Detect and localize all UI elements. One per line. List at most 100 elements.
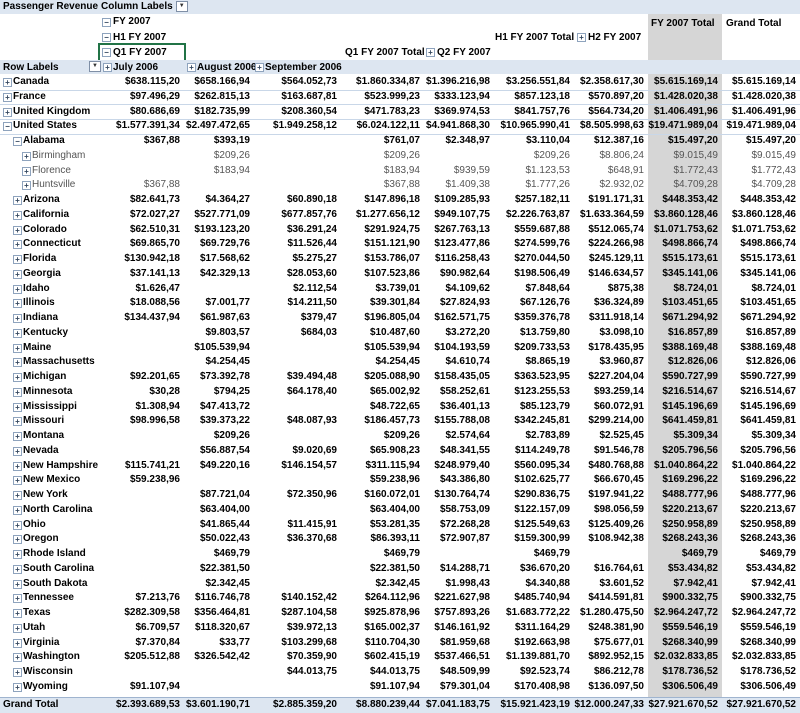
value-cell: $30,28 <box>149 385 180 397</box>
expand-row-icon[interactable]: + <box>13 535 22 545</box>
expand-row-icon[interactable]: + <box>13 594 22 604</box>
value-cell: $388.169,48 <box>740 341 796 353</box>
collapse-h1-icon[interactable]: − <box>102 33 111 42</box>
value-cell: $267.763,13 <box>434 223 490 235</box>
value-cell: $15.497,20 <box>745 135 796 146</box>
expand-row-icon[interactable]: + <box>13 373 22 382</box>
collapse-row-icon[interactable]: − <box>3 122 12 132</box>
value-cell: $363.523,95 <box>514 371 570 382</box>
expand-row-icon[interactable]: + <box>13 432 22 441</box>
table-row: + Wyoming $91.107,94 $91.107,94 $79.301,04 $1… <box>0 680 800 695</box>
expand-jul-icon[interactable]: + <box>103 63 112 72</box>
expand-row-icon[interactable]: + <box>13 240 22 250</box>
expand-row-icon[interactable]: + <box>13 579 22 589</box>
value-cell: $227.204,04 <box>588 371 644 382</box>
expand-row-icon[interactable]: + <box>13 284 22 294</box>
value-cell: $515.173,61 <box>740 253 796 264</box>
expand-row-icon[interactable]: + <box>22 151 31 161</box>
value-cell: $1.428.020,38 <box>654 90 718 102</box>
expand-sep-icon[interactable]: + <box>255 63 264 72</box>
expand-row-icon[interactable]: + <box>13 550 22 559</box>
value-cell: $60.072,91 <box>593 400 644 412</box>
expand-row-icon[interactable]: + <box>13 328 22 338</box>
expand-row-icon[interactable]: + <box>13 210 22 220</box>
expand-row-icon[interactable]: + <box>13 255 22 264</box>
table-row: + New Hampshire $115.741,21 $49.220,16 $146.… <box>0 459 800 474</box>
value-cell: $36.401,13 <box>439 400 490 412</box>
collapse-row-icon[interactable]: − <box>13 137 22 146</box>
table-row: + Washington $205.512,88 $326.542,42 $70.359… <box>0 650 800 665</box>
h1-total-header: H1 FY 2007 Total <box>495 32 575 43</box>
expand-row-icon[interactable]: + <box>13 682 22 692</box>
grand-total-header: Grand Total <box>726 18 782 29</box>
row-labels[interactable]: Row Labels <box>3 60 59 75</box>
expand-aug-icon[interactable]: + <box>187 63 196 72</box>
expand-row-icon[interactable]: + <box>13 269 22 279</box>
expand-row-icon[interactable]: + <box>13 638 22 648</box>
value-cell: $379,47 <box>300 312 337 323</box>
grand-total-cell: $27.921.670,52 <box>648 699 718 710</box>
expand-row-icon[interactable]: + <box>13 417 22 427</box>
expand-row-icon[interactable]: + <box>13 387 22 397</box>
expand-row-icon[interactable]: + <box>13 505 22 515</box>
value-cell: $11.526,44 <box>287 238 338 250</box>
value-cell: $1.071.753,62 <box>732 223 796 235</box>
expand-row-icon[interactable]: + <box>13 446 22 456</box>
table-row: + New Mexico $59.238,96 $59.238,96 $43.386,8… <box>0 473 800 488</box>
expand-h2-icon[interactable]: + <box>577 33 586 42</box>
expand-row-icon[interactable]: + <box>13 520 22 530</box>
expand-row-icon[interactable]: + <box>22 166 31 176</box>
row-label: Washington <box>23 651 80 663</box>
grand-total-cell: $2.393.689,53 <box>116 699 180 710</box>
expand-row-icon[interactable]: + <box>22 181 31 191</box>
q2fy2007-label: Q2 FY 2007 <box>437 47 491 58</box>
table-row: + Maine $105.539,94 $105.539,94 $104.193,59 $… <box>0 341 800 356</box>
expand-row-icon[interactable]: + <box>13 653 22 663</box>
value-cell: $388.169,48 <box>662 341 718 353</box>
expand-row-icon[interactable]: + <box>13 564 22 574</box>
expand-q2-icon[interactable]: + <box>426 48 435 57</box>
row-label: Maine <box>23 341 52 353</box>
collapse-fy2007-icon[interactable]: − <box>102 18 111 27</box>
row-filter-dropdown-icon[interactable]: ▼ <box>89 61 101 72</box>
table-row: + Montana $209,26 $209,26 $2.574,64 $2.783,89… <box>0 429 800 444</box>
row-label: Nevada <box>23 444 59 456</box>
value-cell: $2.783,89 <box>525 430 571 441</box>
expand-row-icon[interactable]: + <box>13 196 22 205</box>
value-cell: $2.342,45 <box>375 577 421 589</box>
expand-row-icon[interactable]: + <box>13 225 22 235</box>
value-cell: $91.546,78 <box>593 444 644 456</box>
value-cell: $248.381,90 <box>588 621 644 633</box>
expand-row-icon[interactable]: + <box>13 623 22 633</box>
value-cell: $93.259,14 <box>593 385 644 397</box>
expand-row-icon[interactable]: + <box>3 92 12 102</box>
column-labels[interactable]: Column Labels ▼ <box>101 0 188 14</box>
expand-row-icon[interactable]: + <box>13 402 22 412</box>
expand-row-icon[interactable]: + <box>13 668 22 677</box>
header-row-4: − Q1 FY 2007 Q1 FY 2007 Total + Q2 FY 20… <box>0 44 800 60</box>
expand-row-icon[interactable]: + <box>13 343 22 353</box>
value-cell: $116.258,43 <box>434 253 490 264</box>
expand-row-icon[interactable]: + <box>13 358 22 368</box>
expand-row-icon[interactable]: + <box>13 299 22 309</box>
expand-row-icon[interactable]: + <box>13 461 22 471</box>
collapse-q1-icon[interactable]: − <box>102 48 111 57</box>
expand-row-icon[interactable]: + <box>13 314 22 323</box>
value-cell: $1.040.864,22 <box>732 459 796 471</box>
filter-dropdown-icon[interactable]: ▼ <box>175 0 188 12</box>
table-row: + Utah $6.709,57 $118.320,67 $39.972,13 $165.… <box>0 621 800 636</box>
row-label: Massachusetts <box>23 356 95 368</box>
expand-row-icon[interactable]: + <box>3 78 12 87</box>
value-cell: $28.053,60 <box>286 267 337 279</box>
expand-row-icon[interactable]: + <box>13 491 22 500</box>
expand-row-icon[interactable]: + <box>13 476 22 486</box>
value-cell: $151.121,90 <box>364 238 420 250</box>
table-row: + United Kingdom $80.686,69 $182.735,99 $208… <box>0 105 800 121</box>
value-cell: $92.523,74 <box>519 666 570 677</box>
expand-row-icon[interactable]: + <box>3 107 12 117</box>
expand-row-icon[interactable]: + <box>13 609 22 618</box>
value-cell: $2.358.617,30 <box>580 76 644 87</box>
table-row: + Texas $282.309,58 $356.464,81 $287.104,58 $… <box>0 606 800 621</box>
value-cell: $6.024.122,11 <box>356 120 420 132</box>
value-cell: $7.942,41 <box>673 577 719 589</box>
